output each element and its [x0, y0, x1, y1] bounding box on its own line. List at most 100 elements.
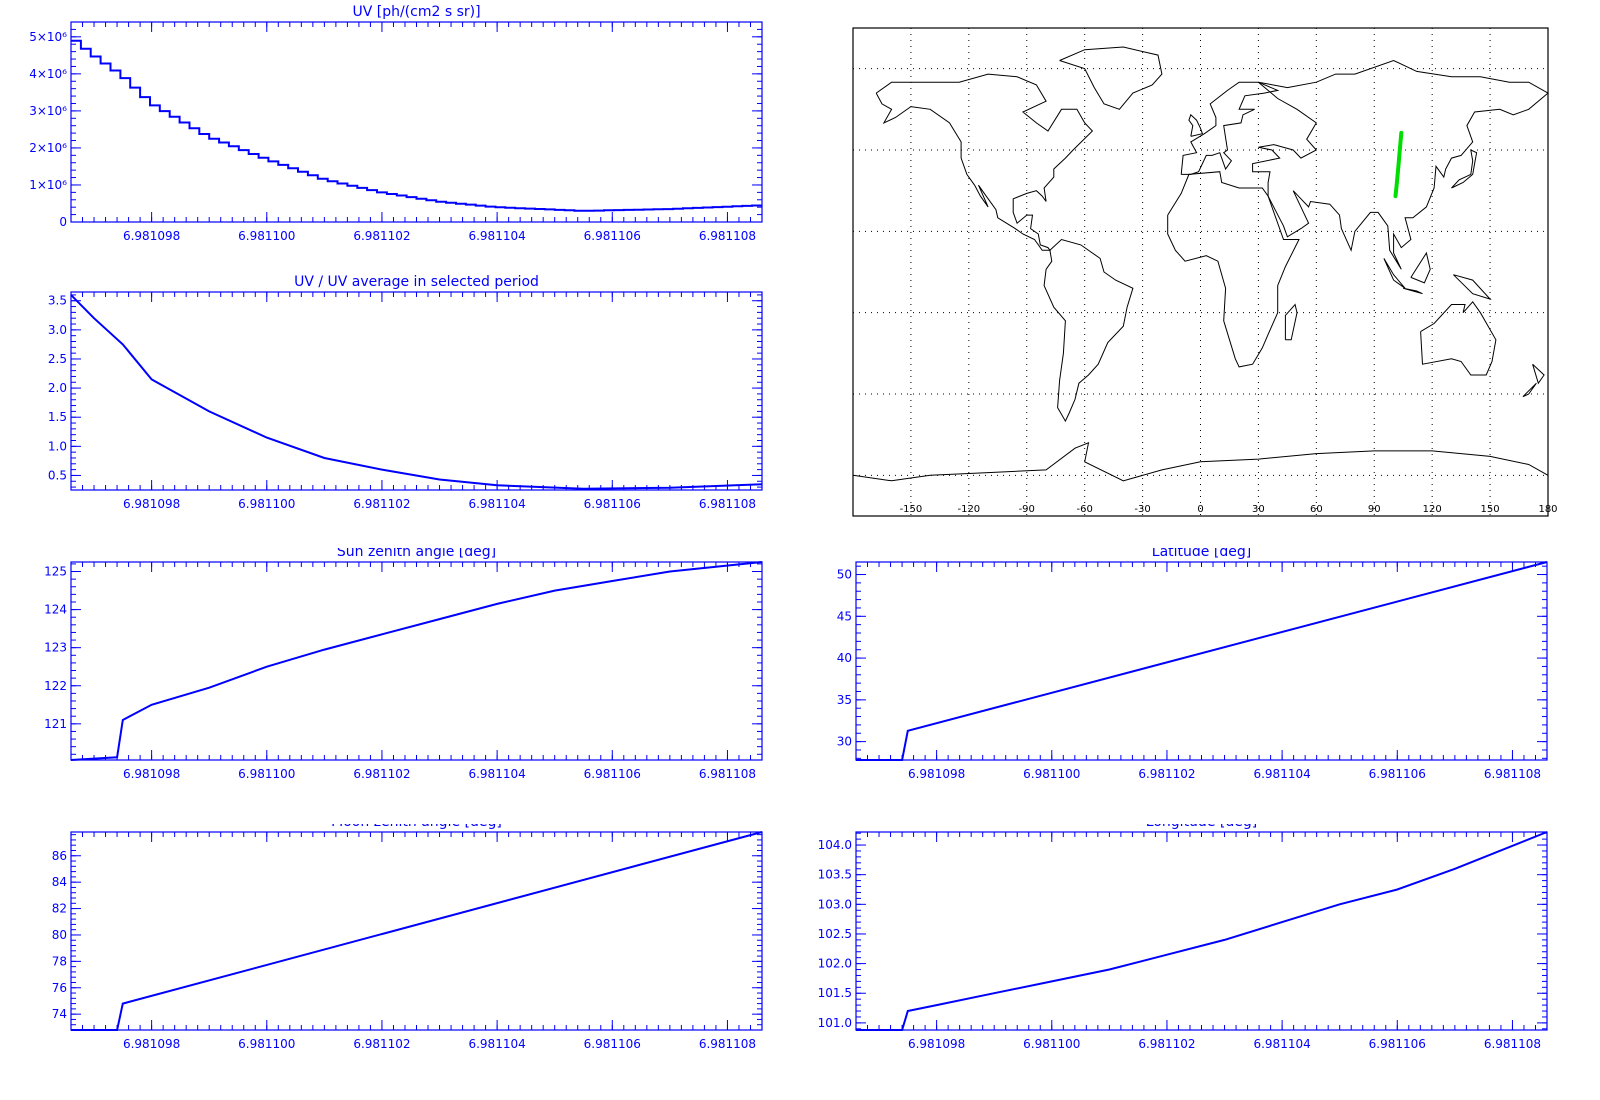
x-tick-label: 6.981108 [699, 767, 756, 781]
x-tick-label: 6.981098 [123, 1037, 180, 1051]
y-tick-label: 104.0 [818, 838, 852, 852]
latitude-chart-svg: Latitude [deg] 6.981098 6.981100 6.981102 6.… [837, 548, 1548, 781]
y-tick-label: 123 [44, 641, 67, 655]
coastline [1043, 238, 1134, 423]
map-lon-label: -60 [1076, 504, 1092, 515]
coastline [1453, 274, 1492, 301]
chart-title: UV / UV average in selected period [294, 274, 539, 290]
x-tick-label: 6.981104 [468, 229, 525, 243]
y-tick-label: 35 [837, 693, 852, 707]
x-tick-label: 6.981102 [353, 1037, 410, 1051]
series-line [70, 294, 763, 490]
y-tick-label: 3.0 [48, 323, 67, 337]
x-tick-label: 6.981104 [1253, 767, 1310, 781]
coastline [1188, 113, 1204, 137]
y-tick-label: 2.0 [48, 381, 67, 395]
sun-zenith-chart-svg: Sun zenith angle [deg] 6.981098 6.981100 6.… [44, 548, 763, 781]
coastline [852, 441, 1549, 482]
y-tick-label: 4×10⁶ [29, 67, 67, 81]
uv-ratio-chart: UV / UV average in selected period 6.9810… [0, 270, 790, 540]
y-tick-label: 125 [44, 565, 67, 579]
plot-frame [70, 291, 763, 491]
y-tick-label: 0.5 [48, 468, 67, 482]
x-tick-label: 6.981098 [123, 767, 180, 781]
x-tick-label: 6.981106 [1369, 1037, 1426, 1051]
x-tick-label: 6.981108 [1484, 1037, 1541, 1051]
map-frame [852, 27, 1549, 517]
x-tick-label: 6.981098 [123, 229, 180, 243]
y-tick-label: 82 [52, 902, 67, 916]
chart-title: Moon zenith angle [deg] [331, 824, 502, 830]
x-tick-label: 6.981108 [699, 1037, 756, 1051]
coastline [1284, 303, 1298, 341]
plot-frame [70, 21, 763, 223]
x-tick-label: 6.981100 [238, 1037, 295, 1051]
y-tick-label: 1.5 [48, 410, 67, 424]
y-tick-label: 5×10⁶ [29, 30, 67, 44]
coastline [1451, 149, 1478, 189]
y-tick-label: 1×10⁶ [29, 178, 67, 192]
y-tick-label: 0 [59, 215, 67, 229]
coastline [1532, 363, 1545, 385]
x-tick-label: 6.981106 [1369, 767, 1426, 781]
coastline [1167, 171, 1300, 368]
y-tick-label: 124 [44, 603, 67, 617]
y-tick-label: 101.0 [818, 1016, 852, 1030]
x-tick-label: 6.981098 [908, 1037, 965, 1051]
map-lon-label: 90 [1368, 504, 1381, 515]
y-tick-label: 80 [52, 928, 67, 942]
x-tick-label: 6.981102 [1138, 1037, 1195, 1051]
y-tick-label: 45 [837, 609, 852, 623]
y-tick-label: 102.0 [818, 957, 852, 971]
moon-zenith-chart-svg: Moon zenith angle [deg] 6.981098 6.981100 6… [52, 824, 763, 1051]
plot-frame [855, 561, 1548, 761]
y-tick-label: 76 [52, 981, 67, 995]
y-tick-label: 101.5 [818, 986, 852, 1000]
y-tick-label: 103.5 [818, 868, 852, 882]
series-line [71, 831, 763, 1031]
chart-title: Latitude [deg] [1152, 548, 1251, 560]
x-tick-label: 6.981106 [584, 229, 641, 243]
moon-zenith-chart: Moon zenith angle [deg] 6.981098 6.981100 6… [0, 824, 790, 1100]
uv-chart-svg: UV [ph/(cm2 s sr)] 6.981098 6.981100 6.9811… [29, 4, 763, 243]
x-tick-label: 6.981100 [1023, 1037, 1080, 1051]
x-tick-label: 6.981098 [908, 767, 965, 781]
map-lon-label: -90 [1019, 504, 1035, 515]
sun-zenith-chart: Sun zenith angle [deg] 6.981098 6.981100 6.… [0, 548, 790, 818]
x-tick-label: 6.981098 [123, 497, 180, 511]
world-map-svg: -150 -120 -90 -60 -30 0 30 60 90 120 150 180 [852, 27, 1558, 517]
x-tick-label: 6.981108 [1484, 767, 1541, 781]
satellite-track [1393, 130, 1404, 199]
latitude-chart: Latitude [deg] 6.981098 6.981100 6.981102 6.… [800, 548, 1600, 818]
coastline [1522, 382, 1537, 398]
x-tick-label: 6.981108 [699, 229, 756, 243]
plot-frame [70, 831, 763, 1031]
y-tick-label: 122 [44, 679, 67, 693]
y-tick-label: 3.5 [48, 294, 67, 308]
coastline [1252, 59, 1549, 270]
plot-frame [70, 561, 763, 761]
y-tick-label: 3×10⁶ [29, 104, 67, 118]
y-tick-label: 86 [52, 849, 67, 863]
y-tick-label: 78 [52, 954, 67, 968]
x-tick-label: 6.981106 [584, 497, 641, 511]
x-tick-label: 6.981108 [699, 497, 756, 511]
coastline [1403, 287, 1423, 295]
y-tick-label: 74 [52, 1007, 67, 1021]
map-lon-label: 60 [1310, 504, 1323, 515]
y-tick-label: 84 [52, 875, 67, 889]
y-tick-label: 121 [44, 717, 67, 731]
y-tick-label: 2×10⁶ [29, 141, 67, 155]
series-line [856, 831, 1548, 1031]
x-tick-label: 6.981102 [353, 229, 410, 243]
x-tick-label: 6.981104 [1253, 1037, 1310, 1051]
x-tick-label: 6.981104 [468, 497, 525, 511]
y-tick-label: 30 [837, 735, 852, 749]
x-tick-label: 6.981100 [1023, 767, 1080, 781]
chart-title: Longitude [deg] [1146, 824, 1257, 830]
series-line [70, 561, 763, 761]
x-tick-label: 6.981102 [353, 767, 410, 781]
x-tick-label: 6.981100 [238, 229, 295, 243]
coastline [875, 73, 1094, 251]
series-line [71, 39, 762, 212]
